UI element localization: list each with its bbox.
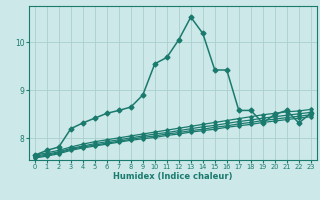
X-axis label: Humidex (Indice chaleur): Humidex (Indice chaleur) bbox=[113, 172, 233, 181]
